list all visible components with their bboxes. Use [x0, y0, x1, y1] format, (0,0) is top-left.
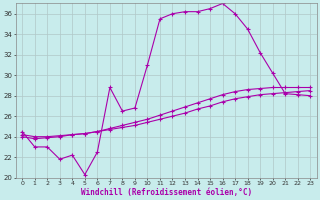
X-axis label: Windchill (Refroidissement éolien,°C): Windchill (Refroidissement éolien,°C) — [81, 188, 252, 197]
